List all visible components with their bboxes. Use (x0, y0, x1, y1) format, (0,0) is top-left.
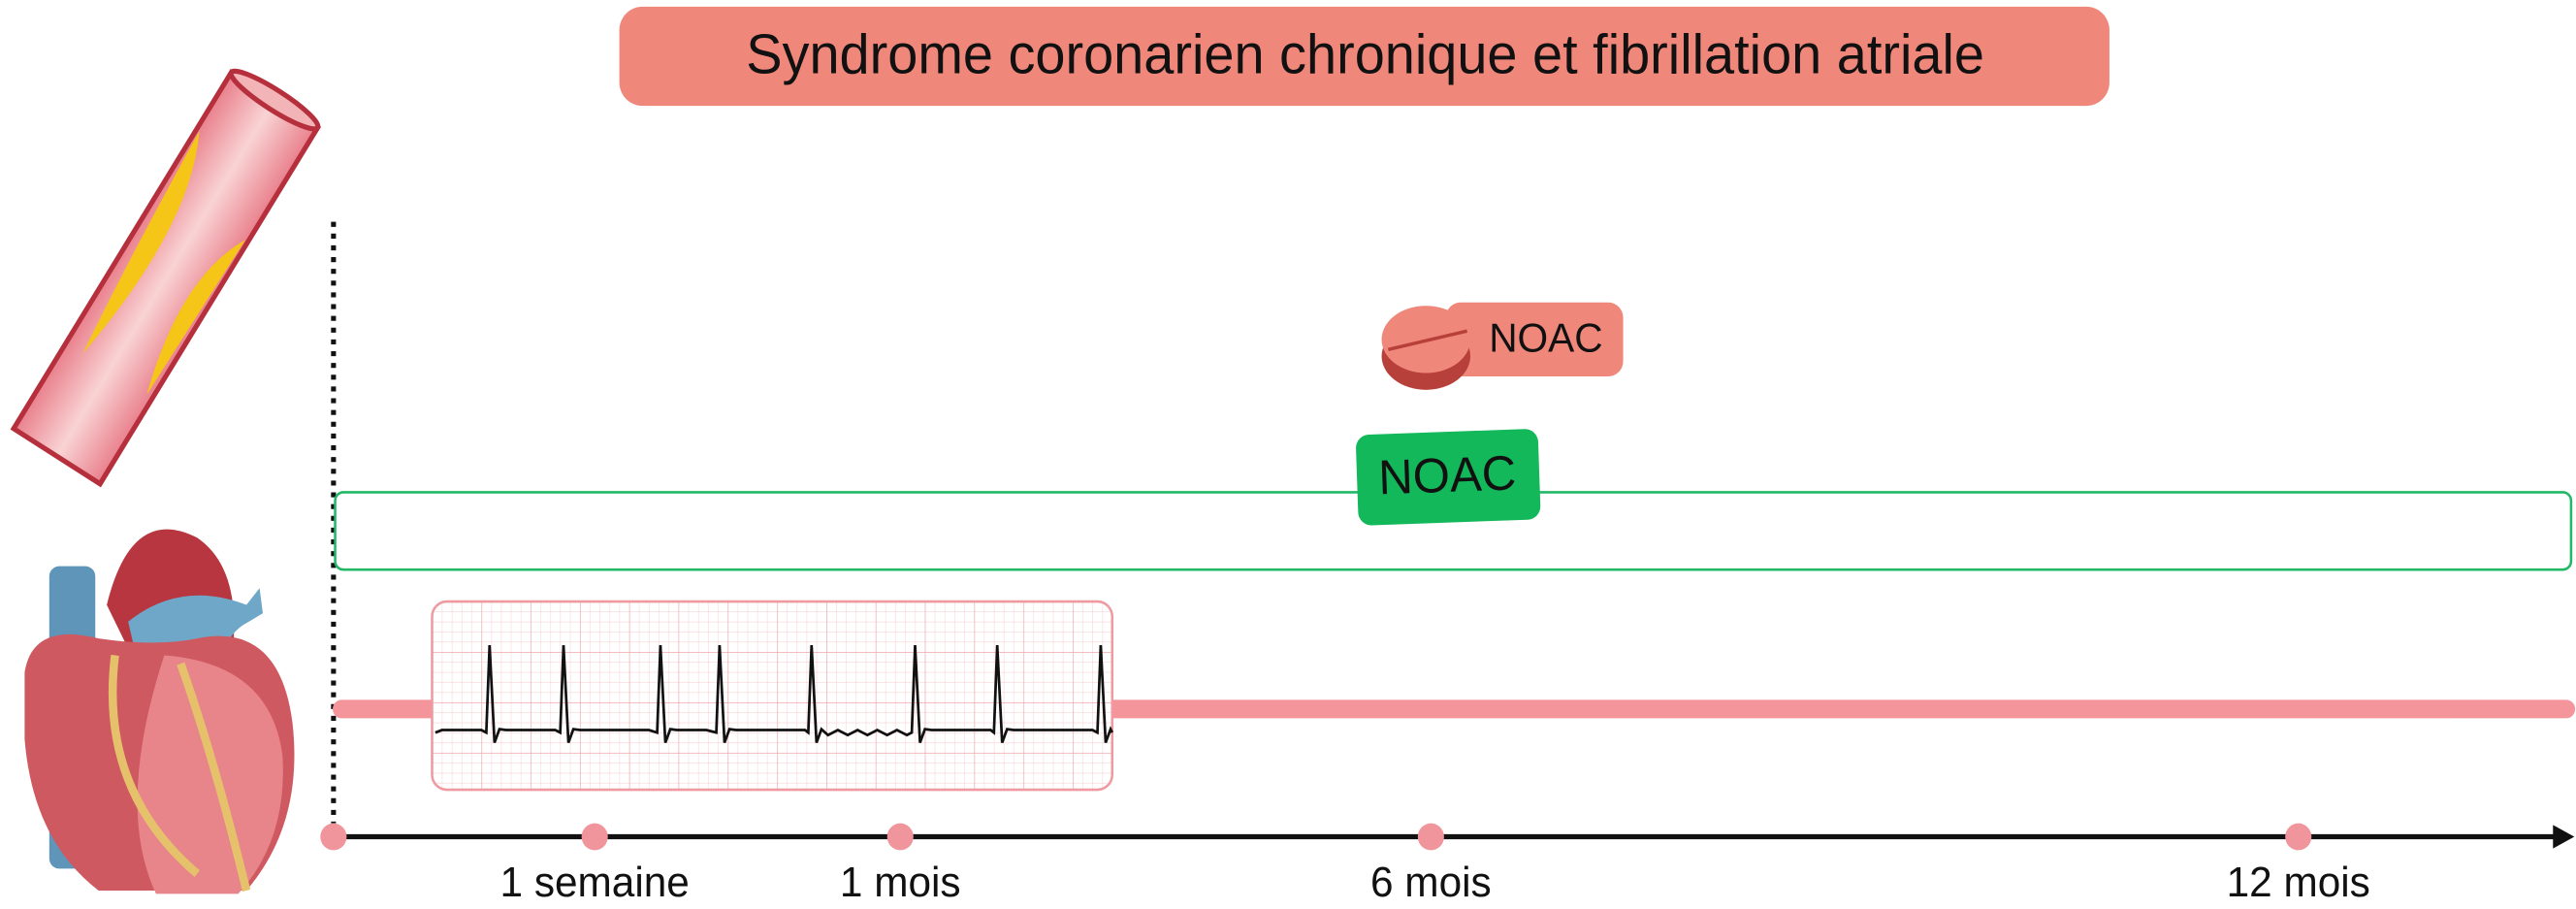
timeline-marker (2285, 823, 2312, 851)
pill-icon (1381, 302, 1624, 390)
treatment-badge (1356, 429, 1541, 526)
artery-icon (10, 68, 322, 488)
heart-icon (24, 529, 295, 894)
treatment-label: NOAC (1377, 445, 1517, 505)
ecg-trace (435, 645, 1113, 744)
timeline-marker (1417, 823, 1444, 851)
timeline-marker (886, 823, 914, 851)
timeline-marker (581, 823, 608, 851)
pill-label: NOAC (1489, 315, 1602, 361)
timeline-origin (320, 823, 347, 851)
ecg-box (431, 600, 1114, 792)
timeline-label: 6 mois (1370, 860, 1492, 907)
title: Syndrome coronarien chronique et fibrill… (746, 23, 1984, 85)
title-box (619, 6, 2109, 107)
timeline-label: 12 mois (2227, 860, 2370, 907)
timeline-label: 1 mois (840, 860, 961, 907)
axis-arrow (2553, 825, 2575, 849)
timeline-label: 1 semaine (500, 860, 690, 907)
